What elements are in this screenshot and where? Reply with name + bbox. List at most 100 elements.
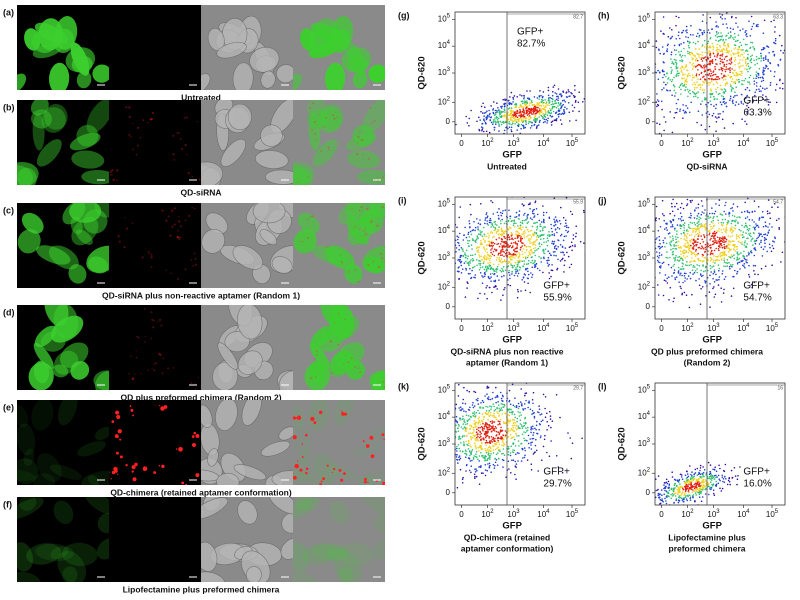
event-dot	[713, 286, 715, 288]
event-dot	[543, 214, 545, 216]
event-dot	[724, 85, 726, 87]
x-tick-label-exp: 3	[716, 323, 720, 329]
event-dot	[517, 270, 519, 272]
event-dot	[686, 205, 688, 207]
qd-spot	[172, 153, 174, 155]
event-dot	[464, 252, 466, 254]
event-dot	[687, 246, 689, 248]
qd-spot	[180, 225, 182, 227]
event-dot	[698, 110, 700, 112]
event-dot	[683, 268, 685, 270]
qd-spot	[294, 464, 298, 468]
event-dot	[702, 265, 704, 267]
event-dot	[738, 55, 740, 57]
event-dot	[710, 254, 712, 256]
event-dot	[470, 259, 472, 261]
event-dot	[709, 126, 711, 128]
event-dot	[514, 112, 516, 114]
event-dot	[548, 87, 550, 89]
qd-spot	[138, 337, 140, 339]
event-dot	[678, 51, 680, 53]
qd-spot	[312, 215, 314, 217]
event-dot	[679, 45, 681, 47]
event-dot	[759, 91, 761, 93]
event-dot	[531, 101, 533, 103]
event-dot	[672, 79, 674, 81]
event-dot	[722, 247, 724, 249]
event-dot	[469, 273, 471, 275]
event-dot	[671, 29, 673, 31]
event-dot	[751, 55, 753, 57]
event-dot	[523, 126, 525, 128]
event-dot	[553, 251, 555, 253]
event-dot	[473, 221, 475, 223]
event-dot	[646, 92, 648, 94]
event-dot	[507, 111, 509, 113]
event-dot	[712, 71, 714, 73]
event-dot	[744, 242, 746, 244]
event-dot	[529, 208, 531, 210]
event-dot	[432, 255, 434, 257]
event-dot	[489, 287, 491, 289]
event-dot	[738, 66, 740, 68]
event-dot	[652, 256, 654, 258]
event-dot	[519, 210, 521, 212]
event-dot	[462, 250, 464, 252]
event-dot	[675, 239, 677, 241]
event-dot	[716, 240, 718, 242]
event-dot	[560, 260, 562, 262]
event-dot	[500, 250, 502, 252]
event-dot	[676, 230, 678, 232]
event-dot	[719, 58, 721, 60]
event-dot	[490, 105, 492, 107]
event-dot	[560, 244, 562, 246]
event-dot	[730, 236, 732, 238]
event-dot	[758, 219, 760, 221]
event-dot	[694, 93, 696, 95]
event-dot	[663, 130, 665, 132]
event-dot	[522, 115, 524, 117]
event-dot	[782, 52, 784, 54]
event-dot	[476, 259, 478, 261]
event-dot	[686, 29, 688, 31]
event-dot	[740, 230, 742, 232]
event-dot	[501, 258, 503, 260]
event-dot	[659, 243, 661, 245]
event-dot	[690, 240, 692, 242]
event-dot	[489, 222, 491, 224]
y-tick-label: 105	[638, 198, 651, 209]
event-dot	[730, 265, 732, 267]
event-dot	[493, 264, 495, 266]
event-dot	[490, 226, 492, 228]
event-dot	[535, 233, 537, 235]
event-dot	[708, 231, 710, 233]
qd-spot	[148, 251, 150, 253]
event-dot	[678, 31, 680, 33]
event-dot	[744, 68, 746, 70]
event-dot	[740, 252, 742, 254]
qd-spot	[125, 97, 127, 99]
event-dot	[523, 106, 525, 108]
panel-caption: QD-siRNA plus non-reactive aptamer (Rand…	[102, 290, 300, 300]
event-dot	[750, 56, 752, 58]
event-dot	[543, 258, 545, 260]
qd-spot	[157, 321, 158, 322]
event-dot	[662, 200, 664, 202]
event-dot	[765, 58, 767, 60]
event-dot	[731, 62, 733, 64]
event-dot	[743, 39, 745, 41]
event-dot	[659, 239, 661, 241]
event-dot	[749, 68, 751, 70]
event-dot	[774, 31, 776, 33]
event-dot	[695, 224, 697, 226]
event-dot	[701, 239, 703, 241]
event-dot	[687, 41, 689, 43]
event-dot	[691, 257, 693, 259]
event-dot	[678, 17, 680, 19]
event-dot	[744, 267, 746, 269]
event-dot	[502, 213, 504, 215]
qd-spot	[153, 369, 155, 371]
event-dot	[710, 260, 712, 262]
event-dot	[703, 248, 705, 250]
event-dot	[487, 115, 489, 117]
